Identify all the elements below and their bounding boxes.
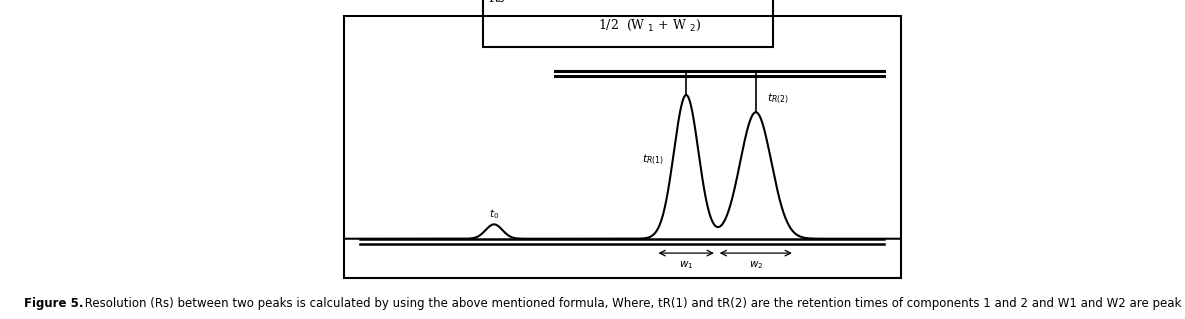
Text: Resolution (Rs) between two peaks is calculated by using the above mentioned for: Resolution (Rs) between two peaks is cal… xyxy=(81,297,1185,310)
Text: $t_{R(1)}$: $t_{R(1)}$ xyxy=(642,152,664,167)
Text: $t_0$: $t_0$ xyxy=(489,207,499,221)
Text: Rs $=$: Rs $=$ xyxy=(488,0,521,5)
Bar xyxy=(344,16,901,278)
Bar xyxy=(483,0,773,47)
Text: Figure 5.: Figure 5. xyxy=(24,297,83,310)
Text: $t_{R(2)}$: $t_{R(2)}$ xyxy=(767,92,789,107)
Text: $w_1$: $w_1$ xyxy=(679,259,693,271)
Text: $w_2$: $w_2$ xyxy=(749,259,763,271)
Text: 1/2  (W $_{1}$ + W $_{2}$): 1/2 (W $_{1}$ + W $_{2}$) xyxy=(598,18,702,33)
